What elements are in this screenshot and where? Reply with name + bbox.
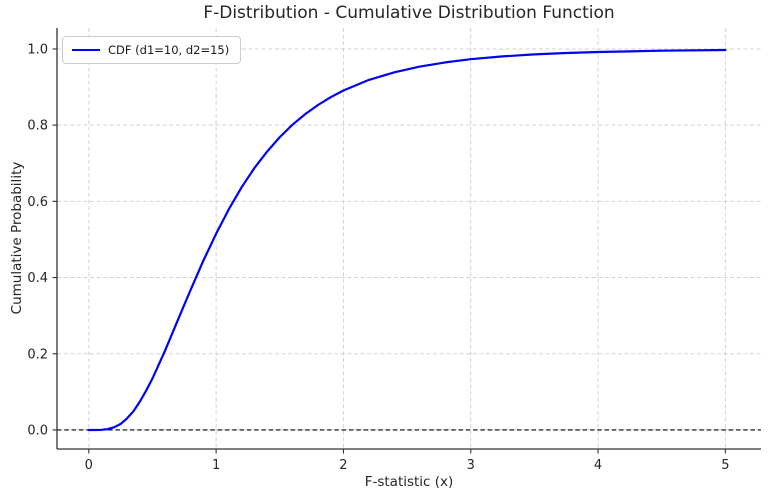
- x-tick-label: 4: [594, 458, 602, 473]
- y-tick-label: 0.8: [27, 119, 48, 134]
- y-tick-label: 1.0: [27, 42, 48, 57]
- y-tick-label: 0.4: [27, 271, 48, 286]
- y-tick-label: 0.0: [27, 423, 48, 438]
- legend-line-sample: [72, 49, 100, 51]
- legend: CDF (d1=10, d2=15): [62, 36, 242, 64]
- cdf-curve: [87, 48, 727, 432]
- x-tick-label: 1: [212, 458, 220, 473]
- x-tick-label: 0: [85, 458, 93, 473]
- x-axis-label: F-statistic (x): [364, 474, 454, 490]
- x-tick-label: 2: [339, 458, 347, 473]
- y-tick-label: 0.2: [27, 347, 48, 362]
- chart-title: F-Distribution - Cumulative Distribution…: [203, 3, 615, 23]
- x-tick-label: 3: [467, 458, 475, 473]
- legend-label: CDF (d1=10, d2=15): [108, 43, 230, 57]
- y-tick-label: 0.6: [27, 195, 48, 210]
- x-tick-label: 5: [721, 458, 729, 473]
